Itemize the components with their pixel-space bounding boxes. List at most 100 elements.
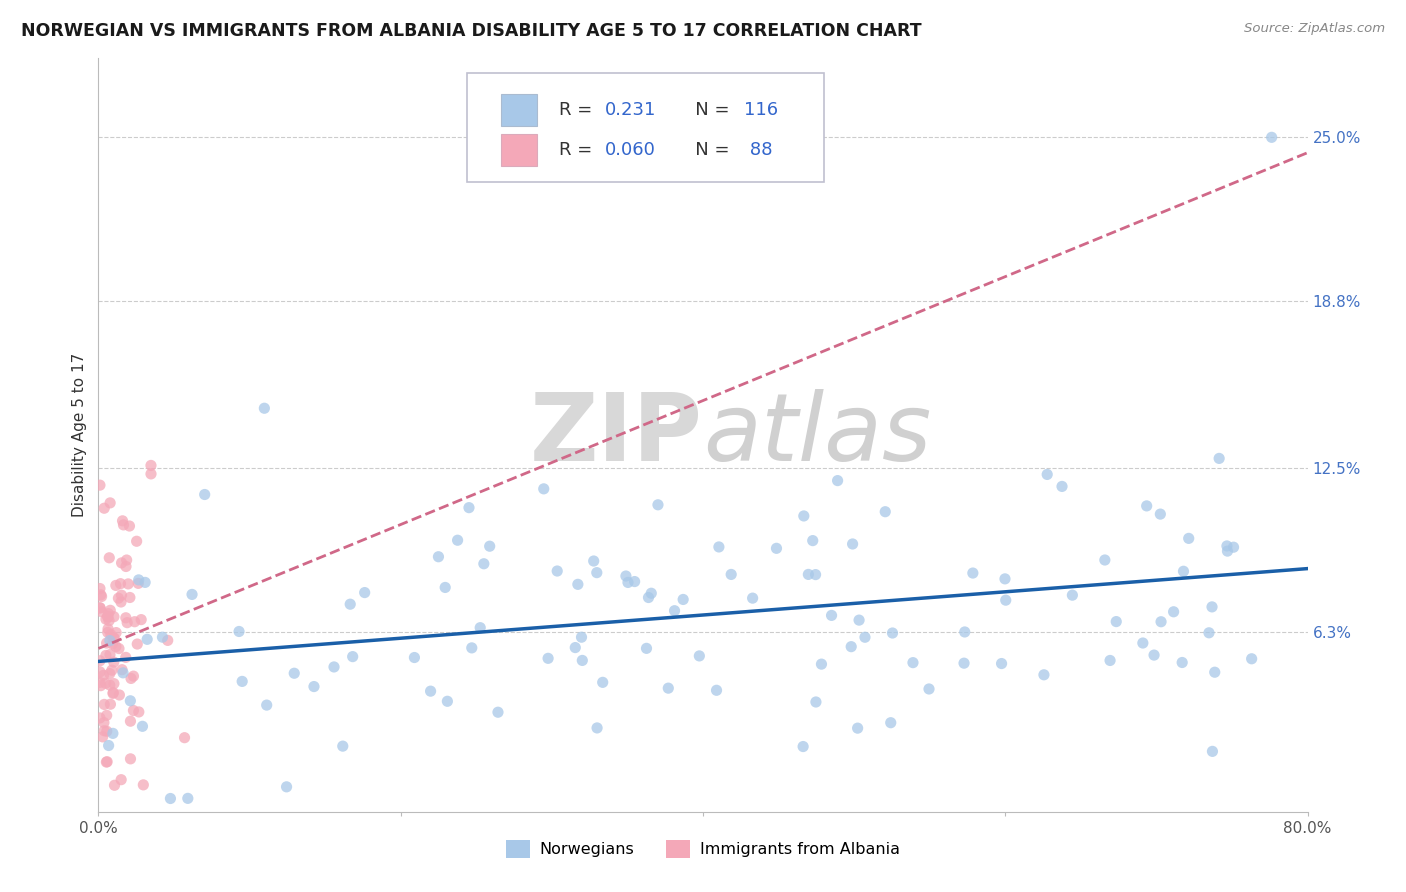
Point [820, 608, 842, 623]
Point [486, 705, 509, 719]
Point [120, 694, 142, 708]
Point [419, 684, 441, 698]
Point [96, 724, 118, 739]
Point [89, 665, 111, 679]
Point [994, 572, 1017, 586]
Point [614, 569, 637, 583]
Point [108, 688, 131, 702]
Point [118, 519, 141, 533]
Point [446, 533, 468, 548]
Point [98, 633, 121, 648]
Point [93, 715, 115, 730]
Point [231, 674, 253, 689]
Point [152, 630, 174, 644]
Point [953, 624, 976, 639]
Point [404, 650, 426, 665]
Point [571, 653, 593, 667]
Point [323, 660, 346, 674]
Point [111, 514, 134, 528]
Point [533, 482, 555, 496]
Point [1201, 744, 1223, 758]
Point [194, 487, 217, 501]
Text: 0.231: 0.231 [605, 101, 657, 119]
Point [110, 576, 132, 591]
Point [582, 554, 605, 568]
Point [1204, 665, 1226, 680]
Point [181, 587, 204, 601]
Text: atlas: atlas [703, 389, 931, 481]
Point [118, 591, 141, 605]
Point [901, 656, 924, 670]
Point [96, 708, 118, 723]
Point [1177, 532, 1199, 546]
Point [827, 474, 849, 488]
Point [114, 650, 136, 665]
Point [1240, 652, 1263, 666]
Text: N =: N = [678, 141, 735, 159]
Point [342, 649, 364, 664]
Point [177, 791, 200, 805]
Point [846, 721, 869, 735]
Point [104, 578, 127, 592]
Point [120, 714, 142, 729]
Point [1036, 467, 1059, 482]
Point [101, 726, 124, 740]
Point [839, 640, 862, 654]
Point [97, 625, 120, 640]
Point [132, 778, 155, 792]
Point [131, 719, 153, 733]
Point [89, 711, 111, 725]
Point [98, 496, 121, 510]
Point [105, 625, 128, 640]
Point [97, 622, 120, 636]
Point [990, 657, 1012, 671]
Point [353, 585, 375, 599]
Point [110, 556, 132, 570]
Point [664, 604, 686, 618]
Point [1132, 636, 1154, 650]
Text: 88: 88 [744, 141, 773, 159]
Point [339, 597, 361, 611]
Point [801, 533, 824, 548]
Point [103, 609, 125, 624]
Point [640, 586, 662, 600]
Point [875, 505, 897, 519]
Point [994, 593, 1017, 607]
Point [436, 694, 458, 708]
Point [129, 613, 152, 627]
Point [1149, 507, 1171, 521]
Point [332, 739, 354, 753]
Point [720, 567, 742, 582]
Point [103, 631, 125, 645]
Point [98, 678, 121, 692]
Point [1094, 553, 1116, 567]
Point [110, 588, 132, 602]
Point [134, 575, 156, 590]
Point [110, 772, 132, 787]
Point [108, 641, 131, 656]
Point [657, 681, 679, 695]
Point [461, 640, 484, 655]
Point [100, 628, 122, 642]
Point [792, 739, 814, 754]
Point [94, 676, 117, 690]
Point [96, 755, 118, 769]
Point [228, 624, 250, 639]
Point [122, 669, 145, 683]
Point [586, 721, 609, 735]
Point [89, 601, 111, 615]
Point [546, 564, 568, 578]
Text: R =: R = [560, 101, 598, 119]
Point [89, 478, 111, 492]
Point [302, 680, 325, 694]
Point [1163, 605, 1185, 619]
Point [98, 603, 121, 617]
Point [1150, 615, 1173, 629]
Point [93, 668, 115, 682]
Point [1173, 564, 1195, 578]
Point [89, 654, 111, 668]
Point [537, 651, 560, 665]
Point [564, 640, 586, 655]
Point [136, 632, 159, 647]
Point [115, 615, 138, 630]
